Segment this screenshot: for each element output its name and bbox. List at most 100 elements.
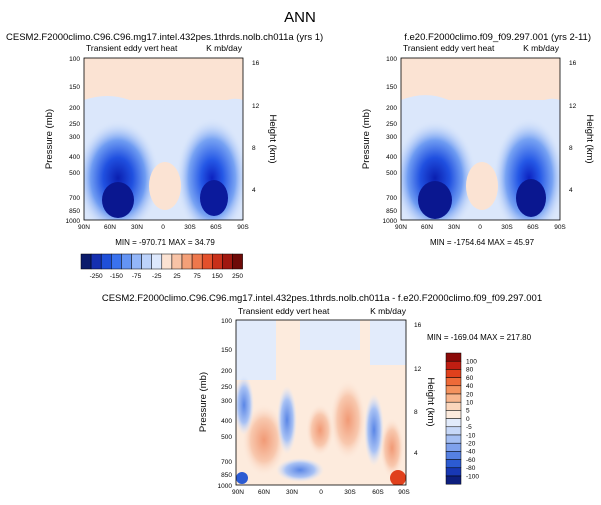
diff-colorbar-swatch bbox=[445, 451, 462, 460]
x-tick: 90N bbox=[395, 224, 407, 231]
panel-2-ylabel-right: Height (km) bbox=[584, 114, 595, 163]
panel-3: CESM2.F2000climo.C96.C96.mg17.intel.432p… bbox=[102, 293, 542, 496]
diff-colorbar-label: -5 bbox=[466, 424, 472, 431]
shared-colorbar-label: 150 bbox=[212, 273, 223, 280]
diff-colorbar-label: 100 bbox=[466, 359, 477, 366]
panel-1-ylabel: Pressure (mb) bbox=[44, 109, 55, 169]
diff-colorbar-label: 40 bbox=[466, 383, 474, 390]
diff-colorbar-swatch bbox=[445, 475, 462, 485]
x-tick: 90N bbox=[78, 224, 90, 231]
x-tick: 0 bbox=[478, 224, 482, 231]
panel-3-variable: Transient eddy vert heat bbox=[238, 306, 330, 316]
panel-1-units: K mb/day bbox=[206, 43, 243, 53]
panel-1-field bbox=[84, 58, 243, 220]
y-right-tick: 4 bbox=[414, 450, 418, 457]
y-right-tick: 4 bbox=[252, 187, 256, 194]
diff-colorbar-swatch bbox=[445, 352, 462, 362]
diff-colorbar-swatch bbox=[445, 401, 462, 411]
x-tick: 60N bbox=[258, 489, 270, 496]
y-tick: 150 bbox=[69, 84, 80, 91]
panel-3-units: K mb/day bbox=[370, 306, 407, 316]
diff-colorbar-label: 5 bbox=[466, 408, 470, 415]
shared-colorbar-swatch bbox=[111, 253, 122, 270]
y-tick: 1000 bbox=[218, 483, 233, 490]
diff-colorbar-label: -80 bbox=[466, 465, 476, 472]
x-tick: 60S bbox=[372, 489, 384, 496]
shared-colorbar-label: 25 bbox=[173, 273, 181, 280]
panel-2-stats: MIN = -1754.64 MAX = 45.97 bbox=[430, 238, 535, 247]
diff-colorbar-swatch bbox=[445, 369, 462, 378]
diff-colorbar-label: 10 bbox=[466, 400, 474, 407]
x-tick: 30N bbox=[131, 224, 143, 231]
x-tick: 0 bbox=[161, 224, 165, 231]
shared-colorbar-swatch bbox=[100, 253, 112, 270]
diff-colorbar-label: 20 bbox=[466, 391, 474, 398]
y-tick: 700 bbox=[386, 195, 397, 202]
x-tick: 90S bbox=[237, 224, 249, 231]
diff-colorbar-swatch bbox=[445, 459, 462, 469]
diff-colorbar-swatch bbox=[445, 393, 462, 403]
y-tick: 400 bbox=[386, 154, 397, 161]
x-tick: 30N bbox=[286, 489, 298, 496]
y-tick: 300 bbox=[386, 134, 397, 141]
panel-1-stats: MIN = -970.71 MAX = 34.79 bbox=[115, 238, 215, 247]
y-tick: 100 bbox=[386, 56, 397, 63]
y-right-tick: 8 bbox=[569, 145, 573, 152]
y-tick: 100 bbox=[69, 56, 80, 63]
panel-2-variable: Transient eddy vert heat bbox=[403, 43, 495, 53]
panel-2-y-right-ticks: 16 12 8 4 bbox=[569, 60, 577, 194]
y-tick: 300 bbox=[69, 134, 80, 141]
y-tick: 250 bbox=[69, 121, 80, 128]
shared-colorbar-swatch bbox=[131, 253, 142, 270]
shared-colorbar-swatch bbox=[212, 253, 223, 270]
shared-colorbar-swatch bbox=[161, 253, 173, 270]
panel-3-y-ticks: 100 150 200 250 300 400 500 700 850 1000 bbox=[218, 318, 233, 490]
y-tick: 850 bbox=[69, 208, 80, 215]
y-tick: 700 bbox=[69, 195, 80, 202]
shared-colorbar: -250 -150 -75 -25 25 75 150 250 bbox=[80, 253, 243, 280]
y-tick: 200 bbox=[221, 368, 232, 375]
panel-3-ylabel: Pressure (mb) bbox=[198, 372, 209, 432]
shared-colorbar-swatch bbox=[181, 253, 193, 270]
y-tick: 850 bbox=[386, 208, 397, 215]
panel-1-x-ticks: 90N 60N 30N 0 30S 60S 90S bbox=[78, 224, 249, 231]
diff-colorbar-swatch bbox=[445, 418, 462, 428]
panel-1-ylabel-right: Height (km) bbox=[267, 114, 278, 163]
shared-colorbar-swatch bbox=[121, 253, 132, 270]
x-tick: 30S bbox=[184, 224, 196, 231]
x-tick: 60N bbox=[421, 224, 433, 231]
x-tick: 30S bbox=[344, 489, 356, 496]
shared-colorbar-label: 250 bbox=[232, 273, 243, 280]
y-tick: 500 bbox=[69, 170, 80, 177]
page-title: ANN bbox=[284, 9, 316, 26]
shared-colorbar-swatch bbox=[141, 253, 152, 270]
y-tick: 1000 bbox=[383, 218, 398, 225]
y-right-tick: 12 bbox=[414, 366, 422, 373]
panel-2-case-title: f.e20.F2000climo.f09_f09.297.001 (yrs 2-… bbox=[404, 32, 591, 43]
shared-colorbar-swatch bbox=[191, 253, 203, 270]
y-tick: 1000 bbox=[66, 218, 81, 225]
diff-colorbar-label: -100 bbox=[466, 473, 479, 480]
panel-3-stats: MIN = -169.04 MAX = 217.80 bbox=[427, 333, 532, 342]
diff-colorbar-label: -20 bbox=[466, 441, 476, 448]
shared-colorbar-label: 75 bbox=[194, 273, 202, 280]
shared-colorbar-swatch bbox=[171, 253, 183, 270]
diff-colorbar-label: -10 bbox=[466, 432, 476, 439]
y-tick: 400 bbox=[69, 154, 80, 161]
y-tick: 200 bbox=[386, 105, 397, 112]
y-tick: 300 bbox=[221, 398, 232, 405]
diff-colorbar-swatch bbox=[445, 442, 462, 452]
y-right-tick: 8 bbox=[414, 409, 418, 416]
panel-2-ylabel: Pressure (mb) bbox=[361, 109, 372, 169]
y-tick: 850 bbox=[221, 472, 232, 479]
y-tick: 500 bbox=[221, 434, 232, 441]
y-tick: 100 bbox=[221, 318, 232, 325]
shared-colorbar-label: -150 bbox=[110, 273, 123, 280]
panel-3-ylabel-right: Height (km) bbox=[425, 377, 436, 426]
panel-2: f.e20.F2000climo.f09_f09.297.001 (yrs 2-… bbox=[361, 32, 595, 247]
y-right-tick: 16 bbox=[414, 322, 422, 329]
y-right-tick: 12 bbox=[569, 103, 577, 110]
panel-1-y-ticks: 100 150 200 250 300 400 500 700 850 1000 bbox=[66, 56, 81, 225]
diff-colorbar-swatch bbox=[445, 385, 462, 395]
